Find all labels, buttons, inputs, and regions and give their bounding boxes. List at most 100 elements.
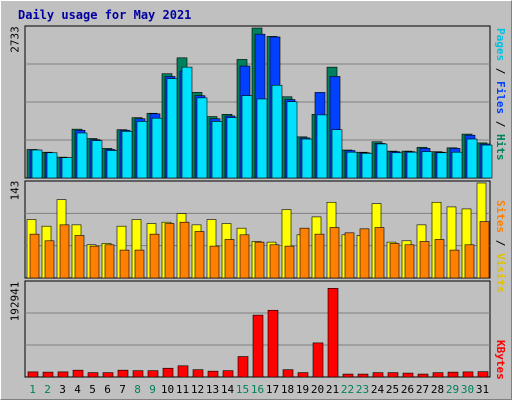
day-label-25: 25 bbox=[386, 383, 399, 396]
bar-sites-day-29 bbox=[449, 249, 460, 279]
bar-kbytes-day-18 bbox=[282, 369, 294, 378]
bar-pages-day-19 bbox=[301, 138, 313, 179]
day-label-1: 1 bbox=[29, 383, 36, 396]
bar-sites-day-30 bbox=[464, 244, 475, 279]
bar-sites-day-5 bbox=[89, 245, 100, 279]
bar-kbytes-day-31 bbox=[477, 371, 489, 378]
bar-kbytes-day-23 bbox=[357, 373, 369, 378]
bar-sites-day-27 bbox=[419, 241, 430, 279]
bar-pages-day-14 bbox=[226, 117, 238, 179]
bar-sites-day-22 bbox=[344, 232, 355, 279]
bar-pages-day-27 bbox=[421, 151, 433, 179]
bar-pages-day-23 bbox=[361, 153, 373, 179]
day-label-28: 28 bbox=[431, 383, 444, 396]
day-label-27: 27 bbox=[416, 383, 429, 396]
day-label-5: 5 bbox=[89, 383, 96, 396]
bar-pages-day-24 bbox=[376, 143, 388, 179]
bar-kbytes-day-5 bbox=[87, 372, 99, 378]
day-label-16: 16 bbox=[251, 383, 264, 396]
bar-kbytes-day-4 bbox=[72, 369, 84, 378]
bar-sites-day-26 bbox=[404, 244, 415, 279]
bar-kbytes-day-19 bbox=[297, 372, 309, 378]
bar-sites-day-6 bbox=[104, 244, 115, 279]
day-label-20: 20 bbox=[311, 383, 324, 396]
bar-kbytes-day-14 bbox=[222, 370, 234, 378]
bar-sites-day-24 bbox=[374, 227, 385, 279]
day-label-8: 8 bbox=[134, 383, 141, 396]
bar-kbytes-day-13 bbox=[207, 370, 219, 378]
day-label-31: 31 bbox=[476, 383, 489, 396]
bar-pages-day-8 bbox=[136, 121, 148, 179]
bar-sites-day-3 bbox=[59, 224, 70, 279]
bar-pages-day-25 bbox=[391, 152, 403, 179]
bar-pages-day-28 bbox=[436, 152, 448, 179]
day-label-4: 4 bbox=[74, 383, 81, 396]
bar-sites-day-18 bbox=[284, 245, 295, 279]
bar-kbytes-day-20 bbox=[312, 342, 324, 378]
day-label-30: 30 bbox=[461, 383, 474, 396]
bar-kbytes-day-11 bbox=[177, 365, 189, 378]
day-label-2: 2 bbox=[44, 383, 51, 396]
day-label-12: 12 bbox=[191, 383, 204, 396]
bar-pages-day-22 bbox=[346, 151, 358, 179]
bar-kbytes-day-1 bbox=[27, 371, 39, 378]
bar-sites-day-28 bbox=[434, 239, 445, 279]
bar-kbytes-day-25 bbox=[387, 372, 399, 378]
bar-pages-day-21 bbox=[331, 129, 343, 179]
bar-sites-day-7 bbox=[119, 249, 130, 279]
bar-kbytes-day-17 bbox=[267, 309, 279, 378]
bar-kbytes-day-10 bbox=[162, 367, 174, 378]
bar-sites-day-17 bbox=[269, 244, 280, 279]
day-label-6: 6 bbox=[104, 383, 111, 396]
bar-sites-day-16 bbox=[254, 241, 265, 279]
day-label-15: 15 bbox=[236, 383, 249, 396]
bar-pages-day-20 bbox=[316, 114, 328, 179]
bar-pages-day-4 bbox=[76, 132, 88, 179]
day-label-29: 29 bbox=[446, 383, 459, 396]
bar-pages-day-1 bbox=[31, 149, 43, 179]
bar-kbytes-day-12 bbox=[192, 369, 204, 378]
bar-pages-day-7 bbox=[121, 131, 133, 179]
bar-pages-day-6 bbox=[106, 150, 118, 179]
day-label-23: 23 bbox=[356, 383, 369, 396]
bar-pages-day-17 bbox=[271, 84, 283, 179]
bar-kbytes-day-21 bbox=[327, 288, 339, 378]
day-label-9: 9 bbox=[149, 383, 156, 396]
bar-sites-day-4 bbox=[74, 235, 85, 279]
bar-kbytes-day-24 bbox=[372, 372, 384, 378]
bar-pages-day-5 bbox=[91, 140, 103, 179]
bar-sites-day-23 bbox=[359, 228, 370, 279]
day-label-11: 11 bbox=[176, 383, 189, 396]
day-label-22: 22 bbox=[341, 383, 354, 396]
bar-pages-day-31 bbox=[481, 144, 493, 179]
bar-kbytes-day-2 bbox=[42, 371, 54, 378]
day-label-14: 14 bbox=[221, 383, 235, 396]
day-label-18: 18 bbox=[281, 383, 294, 396]
bar-pages-day-2 bbox=[46, 152, 58, 179]
bar-sites-day-8 bbox=[134, 249, 145, 279]
bar-kbytes-day-9 bbox=[147, 370, 159, 378]
bar-sites-day-9 bbox=[149, 233, 160, 279]
bar-sites-day-31 bbox=[479, 221, 490, 279]
day-label-13: 13 bbox=[206, 383, 219, 396]
bar-kbytes-day-29 bbox=[447, 371, 459, 378]
bar-sites-day-1 bbox=[29, 233, 40, 279]
bar-pages-day-11 bbox=[181, 66, 193, 179]
bar-kbytes-day-7 bbox=[117, 369, 129, 378]
bar-sites-day-19 bbox=[299, 227, 310, 279]
bar-kbytes-day-22 bbox=[342, 373, 354, 378]
day-label-26: 26 bbox=[401, 383, 414, 396]
day-label-24: 24 bbox=[371, 383, 385, 396]
bar-kbytes-day-3 bbox=[57, 371, 69, 378]
bar-kbytes-day-26 bbox=[402, 372, 414, 378]
day-label-19: 19 bbox=[296, 383, 309, 396]
day-label-21: 21 bbox=[326, 383, 339, 396]
bar-sites-day-25 bbox=[389, 243, 400, 279]
bar-kbytes-day-6 bbox=[102, 372, 114, 378]
bar-kbytes-day-16 bbox=[252, 314, 264, 378]
bar-sites-day-10 bbox=[164, 223, 175, 279]
bar-sites-day-14 bbox=[224, 239, 235, 279]
day-label-7: 7 bbox=[119, 383, 126, 396]
bar-pages-day-13 bbox=[211, 121, 223, 179]
